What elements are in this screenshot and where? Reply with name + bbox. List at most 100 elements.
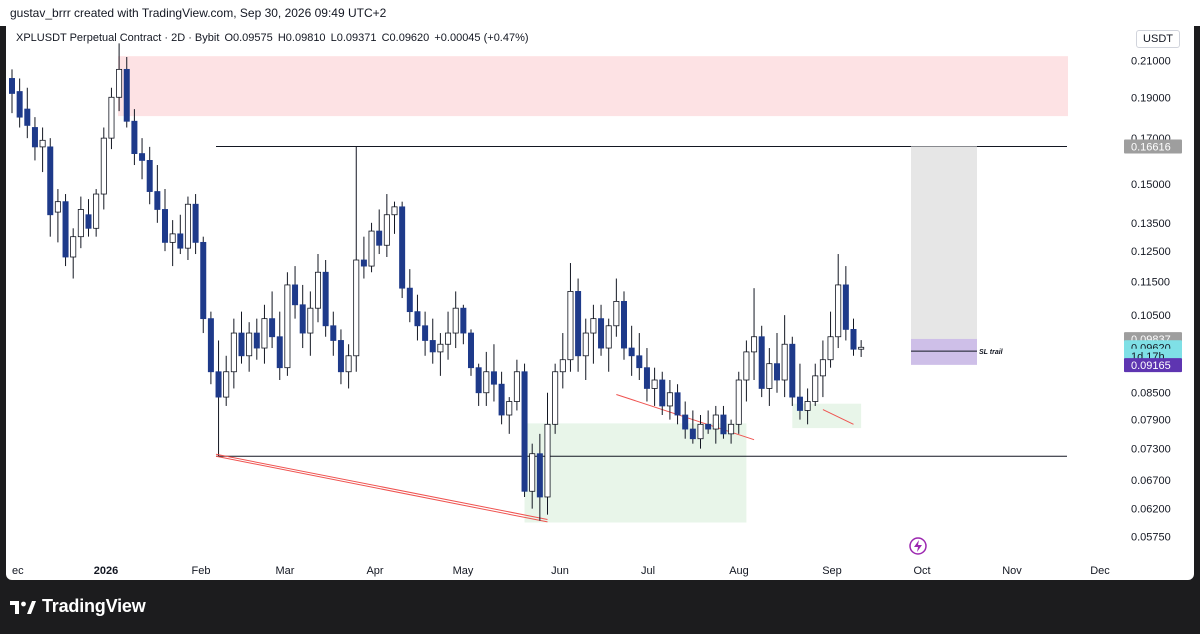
candle-body-up (651, 379, 658, 389)
ohlc-low: L0.09371 (330, 32, 377, 44)
price-label-bg (1124, 139, 1182, 154)
price-label-stop-bg (1124, 358, 1182, 373)
candle-body-down (414, 311, 421, 327)
candle-body-down (774, 363, 781, 381)
candle-body-down (192, 203, 199, 243)
candle (77, 196, 84, 249)
candle-body-up (804, 401, 811, 411)
x-tick-label: Dec (1090, 565, 1110, 577)
candle-body-down (85, 214, 92, 229)
candle-body-up (445, 332, 452, 345)
candle (9, 69, 15, 114)
candle (751, 288, 758, 381)
x-tick-label: Oct (913, 565, 930, 577)
candle-body-down (299, 304, 306, 334)
candle-body-down (628, 347, 635, 357)
candle (139, 138, 146, 180)
candle-body-down (31, 127, 38, 148)
candle-body-down (253, 332, 260, 349)
candle-body-up (751, 336, 758, 353)
ohlc-close: C0.09620 (381, 32, 430, 44)
candle-body-up (590, 318, 597, 334)
candle (215, 340, 222, 402)
candle (575, 278, 582, 372)
candle (598, 304, 605, 356)
candle-body-up (544, 423, 551, 498)
candle (246, 322, 253, 372)
candle (85, 199, 92, 237)
x-tick-label: ec (12, 565, 24, 577)
candle (621, 291, 628, 360)
price-label-stop: 0.09165 (1131, 360, 1171, 372)
candle-body-up (246, 332, 253, 357)
candle-body-down (269, 318, 276, 338)
candle (452, 291, 459, 349)
candle-body-down (200, 241, 207, 320)
candle (735, 371, 742, 434)
x-tick-label: Feb (192, 565, 211, 577)
symbol-name[interactable]: XPLUSDT Perpetual Contract · 2D · Bybit (16, 32, 220, 44)
candle (223, 355, 230, 406)
currency-button[interactable]: USDT (1136, 30, 1180, 48)
trendline-1 (215, 455, 548, 523)
price-chart[interactable]: SL trail0.210000.190000.170000.150000.13… (6, 26, 1194, 580)
candle-body-up (108, 96, 115, 139)
candle (835, 254, 842, 349)
candle (651, 367, 658, 406)
footer: TradingView (0, 580, 1200, 634)
candle (529, 443, 536, 509)
candle (391, 201, 398, 234)
lightning-icon-ring (909, 537, 927, 555)
candle (796, 363, 803, 420)
candle (445, 311, 452, 360)
candle-body-down (292, 284, 299, 306)
candle-body-down (789, 343, 796, 398)
candle-body-down (429, 340, 436, 353)
candle (559, 333, 566, 389)
chart-frame[interactable]: SL trail 0.21000 0.19000 0.17000 0.15000 0.13… (6, 26, 1194, 580)
candle (666, 380, 673, 420)
candle (789, 336, 796, 406)
candle-body-down (207, 318, 214, 373)
y-tick-label: 0.15000 (1131, 179, 1171, 191)
candle (827, 311, 834, 368)
candle-body-down (460, 307, 467, 334)
candle-body-down (146, 160, 153, 192)
candle (93, 189, 100, 237)
y-tick-label: 0.19000 (1131, 92, 1171, 104)
y-tick-label: 0.06700 (1131, 475, 1171, 487)
candle-body-down (154, 191, 161, 210)
candle (582, 318, 589, 381)
candle (812, 363, 819, 406)
candle (24, 87, 31, 139)
candle-body-down (850, 328, 857, 350)
candle-body-down (521, 371, 528, 492)
candle (70, 228, 77, 279)
candle-body-up (819, 359, 826, 377)
y-tick-label: 0.12500 (1131, 246, 1171, 258)
candle-body-down (337, 340, 344, 373)
candle-body-down (498, 383, 505, 416)
candle (712, 405, 719, 444)
candle (253, 318, 260, 360)
candle-body-down (659, 379, 666, 407)
candle-body-up (743, 351, 750, 381)
trendline-3 (822, 409, 854, 425)
candle-body-up (666, 392, 673, 407)
candle (337, 329, 344, 385)
candle-body-up (169, 233, 176, 243)
candle-body-down (276, 336, 283, 369)
candle (506, 397, 513, 434)
candle (200, 236, 207, 334)
candle-body-up (70, 236, 77, 258)
candle-body-up (835, 284, 842, 338)
candle-body-down (674, 392, 681, 416)
candle-body-up (230, 332, 237, 373)
candle (261, 304, 268, 364)
candle (16, 78, 23, 128)
candle-body-up (284, 284, 291, 369)
candle (682, 401, 689, 439)
candle (475, 363, 482, 406)
candle (689, 410, 696, 444)
candle (842, 266, 849, 341)
